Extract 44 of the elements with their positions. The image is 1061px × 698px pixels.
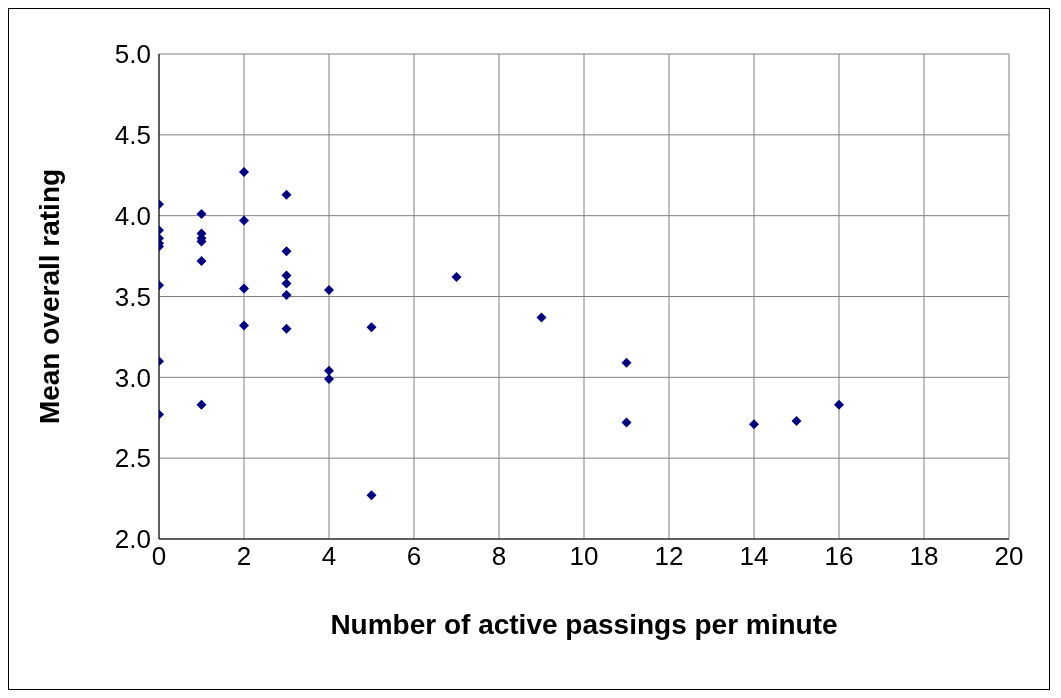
x-tick-label: 12: [654, 541, 684, 572]
y-tick-label: 4.0: [114, 200, 151, 231]
y-tick-label: 4.5: [114, 120, 151, 151]
x-tick-label: 10: [569, 541, 599, 572]
point: [834, 399, 844, 410]
point: [196, 209, 207, 220]
point: [366, 322, 377, 333]
x-tick-label: 0: [151, 541, 167, 572]
x-tick-label: 6: [406, 541, 422, 572]
point: [239, 320, 249, 331]
point: [366, 490, 377, 501]
point: [281, 323, 292, 334]
point: [791, 415, 802, 426]
y-tick-label: 2.5: [114, 443, 151, 474]
point: [451, 272, 462, 283]
y-tick-label: 2.0: [114, 524, 151, 555]
point: [281, 278, 292, 289]
point: [196, 255, 207, 266]
x-axis-title: Number of active passings per minute: [330, 609, 838, 640]
point: [536, 312, 547, 323]
y-tick-label: 3.0: [114, 362, 151, 393]
point: [239, 167, 249, 178]
point: [749, 419, 759, 430]
x-tick-label: 8: [491, 541, 507, 572]
point: [281, 270, 292, 281]
point: [239, 283, 249, 294]
point: [621, 417, 632, 428]
x-tick-label: 16: [824, 541, 854, 572]
point: [324, 365, 334, 376]
point: [621, 357, 632, 368]
point: [196, 399, 207, 410]
x-tick-label: 2: [236, 541, 252, 572]
y-axis-title: Mean overall rating: [33, 168, 65, 425]
x-tick-label: 4: [321, 541, 337, 572]
point: [281, 289, 292, 300]
point: [281, 246, 292, 257]
x-tick-label: 14: [739, 541, 769, 572]
point: [239, 215, 249, 226]
x-tick-label: 18: [909, 541, 939, 572]
y-tick-label: 3.5: [114, 281, 151, 312]
x-tick-label: 20: [994, 541, 1024, 572]
point: [324, 285, 334, 296]
point: [281, 189, 292, 200]
y-tick-label: 5.0: [114, 39, 151, 70]
